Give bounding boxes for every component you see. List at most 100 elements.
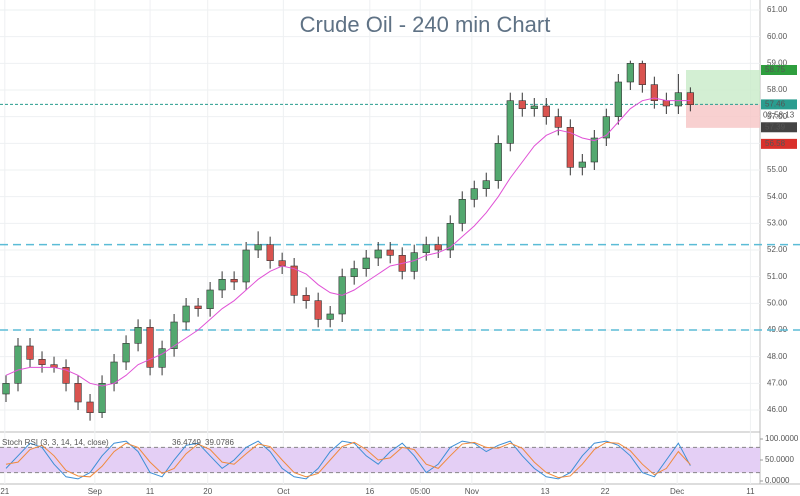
candle-body [590, 137, 598, 163]
entry-label-box [761, 99, 797, 110]
y-tick-label: 59.00 [767, 58, 788, 67]
x-tick-label: 16 [365, 487, 374, 496]
stop-zone [686, 104, 760, 128]
y-tick-label: 46.00 [767, 405, 788, 414]
candle-body [638, 63, 646, 85]
x-tick-label: 05:00 [410, 487, 431, 496]
y-tick-label: 52.00 [767, 245, 788, 254]
candle-body [422, 244, 430, 253]
countdown: 03:58:13 [763, 111, 795, 120]
candle-body [434, 244, 442, 251]
candle-body [386, 249, 394, 256]
candle-body [614, 81, 622, 117]
candle-body [626, 63, 634, 83]
candle-body [674, 92, 682, 107]
x-tick-label: Dec [670, 487, 684, 496]
candle-body [182, 305, 190, 323]
candle-body [254, 244, 262, 251]
candle-body [482, 180, 490, 189]
indicator-tick-label: 0.0000 [765, 476, 790, 485]
target-label: 58.75 [765, 65, 786, 74]
y-tick-label: 47.00 [767, 378, 788, 387]
candle-body [278, 260, 286, 267]
x-tick-label: Nov [465, 487, 479, 496]
candle-body [518, 100, 526, 109]
candle-body [206, 289, 214, 309]
candle-body [578, 161, 586, 168]
candle-body [170, 321, 178, 349]
x-tick-label: 22 [601, 487, 610, 496]
x-tick-label: 11 [146, 487, 155, 496]
candle-body [14, 345, 22, 384]
x-tick-label: 20 [203, 487, 212, 496]
y-tick-label: 48.00 [767, 352, 788, 361]
candle-body [110, 361, 118, 384]
x-tick-label: 21 [0, 487, 9, 496]
y-tick-label: 49.00 [767, 325, 788, 334]
candle-body [362, 257, 370, 269]
indicator-value: 39.0786 [205, 438, 234, 447]
candle-body [266, 244, 274, 261]
candle-body [218, 279, 226, 291]
y-tick-label: 61.00 [767, 5, 788, 14]
last-price-label: 57.39 [765, 122, 786, 131]
candle-body [650, 84, 658, 101]
target-zone [686, 70, 760, 105]
candle-body [146, 327, 154, 368]
candle-body [134, 327, 142, 344]
candle-body [326, 313, 334, 320]
x-tick-label: Oct [277, 487, 290, 496]
candle-body [566, 127, 574, 168]
stop-label-box [761, 138, 797, 149]
candle-body [122, 343, 130, 363]
y-tick-label: 53.00 [767, 218, 788, 227]
candle-body [470, 188, 478, 200]
indicator-line [5, 441, 691, 479]
candle-body [686, 92, 694, 105]
candle-body [410, 252, 418, 272]
y-tick-label: 54.00 [767, 192, 788, 201]
indicator-value: 36.4749 [172, 438, 201, 447]
y-tick-label: 50.00 [767, 298, 788, 307]
candle-body [290, 265, 298, 296]
candle-body [350, 268, 358, 277]
x-tick-label: 11 [746, 487, 755, 496]
candle-body [314, 300, 322, 320]
candle-body [494, 143, 502, 181]
candle-body [506, 100, 514, 144]
candle-body [530, 105, 538, 109]
y-tick-label: 55.00 [767, 165, 788, 174]
candle-body [98, 383, 106, 413]
indicator-name: Stoch RSI (3, 3, 14, 14, close) [2, 438, 109, 447]
candle-body [542, 105, 550, 117]
indicator-line [5, 440, 691, 480]
candle-body [86, 401, 94, 413]
last-price-label-box [761, 122, 797, 133]
y-tick-label: 58.00 [767, 85, 788, 94]
y-tick-label: 57.00 [767, 112, 788, 121]
candle-body [74, 383, 82, 403]
candle-body [446, 223, 454, 251]
candle-body [662, 100, 670, 107]
candle-body [242, 249, 250, 283]
candle-body [26, 345, 34, 360]
candle-body [2, 383, 10, 395]
candle-body [194, 305, 202, 309]
target-label-box [761, 65, 797, 75]
candle-body [554, 116, 562, 128]
x-tick-label: Sep [88, 487, 103, 496]
entry-label: 57.46 [765, 100, 786, 109]
stop-label: 56.58 [765, 139, 786, 148]
y-tick-label: 60.00 [767, 32, 788, 41]
candle-body [458, 199, 466, 224]
candle-body [38, 359, 46, 365]
candle-body [602, 116, 610, 139]
candle-body [158, 348, 166, 368]
chart-title: Crude Oil - 240 min Chart [300, 12, 551, 37]
y-tick-label: 51.00 [767, 272, 788, 281]
candle-body [62, 367, 70, 384]
candle-body [302, 295, 310, 301]
moving-average [5, 97, 691, 387]
